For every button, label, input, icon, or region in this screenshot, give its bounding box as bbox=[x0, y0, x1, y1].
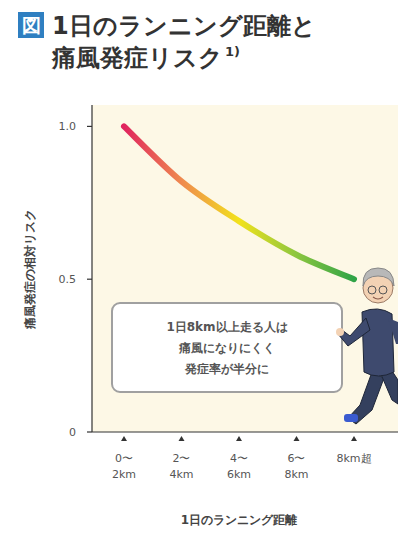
x-tick-label: 6〜8km bbox=[284, 452, 308, 481]
x-tick-label-line: 0〜 bbox=[115, 452, 133, 465]
annotation-text: 1日8km以上走る人は bbox=[166, 320, 287, 334]
annotation-text: 発症率が半分に bbox=[184, 362, 269, 376]
x-tick-label-line: 8km bbox=[284, 468, 308, 481]
x-tick-label-line: 6km bbox=[227, 468, 251, 481]
runner-mouth bbox=[373, 297, 383, 299]
runner-hair bbox=[363, 268, 394, 286]
series-group bbox=[124, 126, 354, 279]
y-axis bbox=[91, 105, 92, 432]
plot-background bbox=[92, 105, 398, 432]
x-tick-label: 0〜2km bbox=[112, 452, 136, 481]
title: 痛風発症リスク bbox=[51, 44, 223, 72]
x-tick bbox=[179, 436, 185, 441]
y-tick-label: 1.0 bbox=[59, 120, 77, 133]
x-tick bbox=[121, 436, 127, 441]
x-tick-label-line: 4〜 bbox=[230, 452, 248, 465]
x-tick-label-line: 2〜 bbox=[173, 452, 191, 465]
title-note: 1) bbox=[225, 44, 240, 59]
x-tick bbox=[351, 436, 357, 441]
x-tick-label: 8km超 bbox=[336, 452, 371, 465]
risk-line bbox=[124, 126, 354, 279]
annotation-text: 痛風になりにくく bbox=[178, 341, 275, 355]
figure-badge bbox=[18, 12, 44, 38]
figure-label: 図 bbox=[22, 14, 41, 36]
x-tick bbox=[294, 436, 300, 441]
y-tick bbox=[87, 126, 92, 127]
chart-root: 図 1日のランニング距離と痛風発症リスク1) 0 0.5 1.0 痛風発症の相対リスク 0〜… bbox=[0, 0, 398, 534]
x-tick-label-line: 6〜 bbox=[288, 452, 306, 465]
y-tick bbox=[87, 279, 92, 280]
annotation-box bbox=[112, 303, 342, 392]
x-tick-label-line: 4km bbox=[169, 468, 193, 481]
runner-glasses bbox=[368, 286, 376, 294]
y-tick bbox=[87, 431, 92, 432]
runner-arm bbox=[388, 318, 398, 344]
x-axis-title: 1日のランニング距離 bbox=[181, 513, 297, 527]
runner-hand bbox=[336, 328, 344, 336]
runner-shoe bbox=[344, 414, 358, 422]
x-tick-label-line: 2km bbox=[112, 468, 136, 481]
x-tick-label: 4〜6km bbox=[227, 452, 251, 481]
y-axis-title: 痛風発症の相対リスク bbox=[23, 209, 37, 330]
runner-illustration bbox=[336, 268, 398, 424]
y-tick-label: 0 bbox=[69, 426, 76, 439]
runner-glasses bbox=[379, 286, 387, 294]
x-tick bbox=[236, 436, 242, 441]
y-tick-label: 0.5 bbox=[59, 273, 77, 286]
x-tick-label-line: 8km超 bbox=[336, 452, 371, 465]
x-tick-label: 2〜4km bbox=[169, 452, 193, 481]
x-axis bbox=[92, 431, 398, 432]
title: 1日のランニング距離と bbox=[52, 12, 316, 40]
